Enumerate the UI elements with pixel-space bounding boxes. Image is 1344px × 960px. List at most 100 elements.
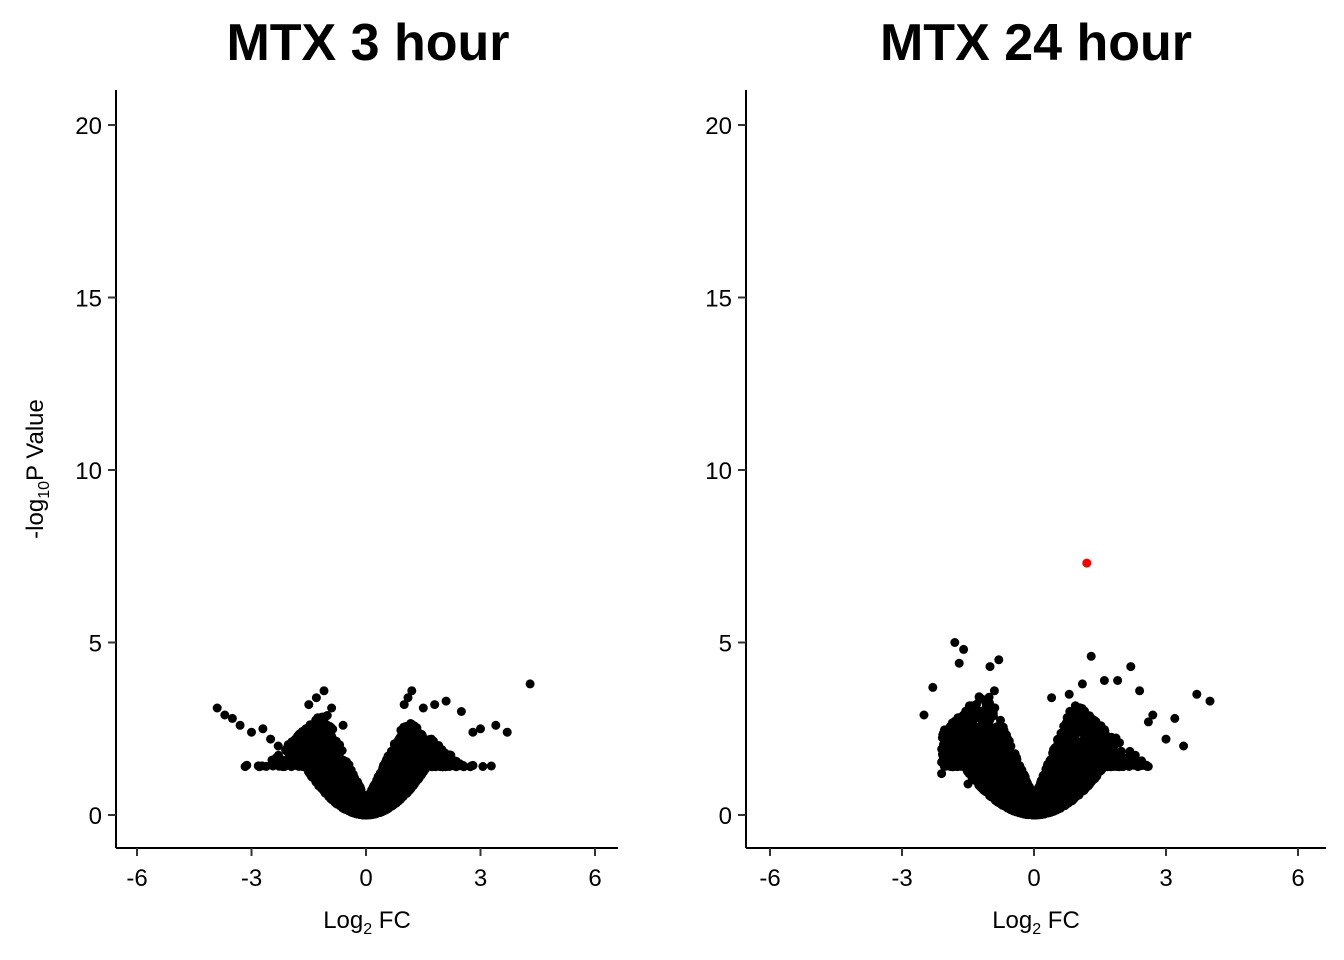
data-point (212, 703, 222, 713)
data-point (315, 750, 325, 760)
data-point (341, 804, 351, 814)
data-point (330, 752, 340, 762)
data-point (389, 745, 399, 755)
y-tick-label: 20 (75, 113, 102, 140)
data-point (408, 781, 418, 791)
data-point (338, 720, 348, 730)
data-point (403, 693, 413, 703)
data-point (322, 781, 332, 791)
data-point (975, 713, 985, 723)
data-point (431, 754, 441, 764)
data-point (326, 792, 335, 802)
x-ticks: -6 -3 0 3 6 (126, 848, 602, 892)
data-point (384, 781, 394, 791)
data-point (343, 782, 353, 792)
data-point (525, 679, 535, 689)
data-point (283, 740, 293, 750)
data-point (278, 761, 288, 771)
data-point (397, 752, 407, 762)
data-point (441, 696, 451, 706)
data-point (429, 741, 439, 751)
data-point (1003, 791, 1013, 801)
data-point (304, 700, 314, 710)
data-point (996, 715, 1005, 725)
data-point (261, 761, 271, 771)
data-point (459, 762, 469, 772)
y-tick-label: 0 (89, 803, 102, 830)
data-point (266, 734, 276, 744)
data-point (334, 780, 343, 790)
data-point (384, 790, 394, 800)
x-tick-label: -3 (241, 865, 262, 892)
y-tick-label: 15 (75, 286, 102, 313)
data-point (478, 762, 488, 771)
data-point (328, 772, 338, 782)
data-point (311, 693, 321, 703)
data-point (1051, 751, 1061, 761)
data-point (1081, 741, 1090, 751)
data-point (253, 761, 263, 771)
data-point (419, 767, 429, 777)
data-point (440, 761, 450, 771)
data-point (258, 724, 268, 734)
data-point (395, 768, 405, 778)
data-point (235, 720, 245, 730)
data-point (338, 773, 348, 783)
panel-title: MTX 24 hour (880, 14, 1192, 72)
data-point (227, 713, 237, 723)
data-point (476, 724, 485, 734)
data-point (326, 735, 336, 745)
data-point (301, 760, 311, 770)
data-point (406, 753, 416, 763)
x-tick-label: 6 (588, 865, 601, 892)
data-point (247, 727, 256, 737)
data-point (286, 762, 296, 772)
data-point (273, 754, 283, 764)
data-point (344, 794, 354, 804)
data-point (502, 727, 512, 737)
data-point (332, 762, 342, 772)
data-point (404, 767, 414, 777)
data-point (423, 747, 433, 757)
data-point (303, 726, 313, 736)
data-point (329, 744, 339, 753)
data-point (486, 761, 496, 771)
data-point (317, 732, 327, 742)
data-point (440, 754, 450, 764)
data-point (307, 746, 317, 756)
data-point (418, 703, 428, 713)
data-point (402, 741, 412, 751)
data-point (491, 720, 501, 730)
data-point (451, 762, 461, 772)
data-point (425, 761, 435, 771)
x-tick-label: 3 (474, 865, 487, 892)
data-point (310, 737, 320, 747)
data-point (392, 784, 402, 794)
data-point (372, 800, 382, 810)
data-point (416, 758, 426, 768)
data-point (468, 727, 478, 737)
data-point (357, 799, 367, 809)
data-point (350, 783, 360, 793)
x-tick-label: 0 (359, 865, 372, 892)
y-tick-label: 10 (75, 458, 102, 485)
data-point (377, 769, 386, 779)
data-point (240, 762, 250, 772)
data-point (430, 700, 440, 710)
data-point (295, 735, 305, 745)
y-axis-label: -log10P Value (22, 399, 53, 539)
point-layer (212, 679, 535, 820)
data-point (220, 710, 230, 720)
data-point (327, 703, 337, 713)
data-point (968, 729, 978, 739)
data-point (398, 731, 408, 741)
data-point (409, 731, 419, 741)
data-point (368, 792, 378, 802)
data-point (325, 721, 335, 731)
data-point (412, 767, 422, 777)
data-point (407, 686, 417, 696)
x-tick-label: -6 (126, 865, 147, 892)
